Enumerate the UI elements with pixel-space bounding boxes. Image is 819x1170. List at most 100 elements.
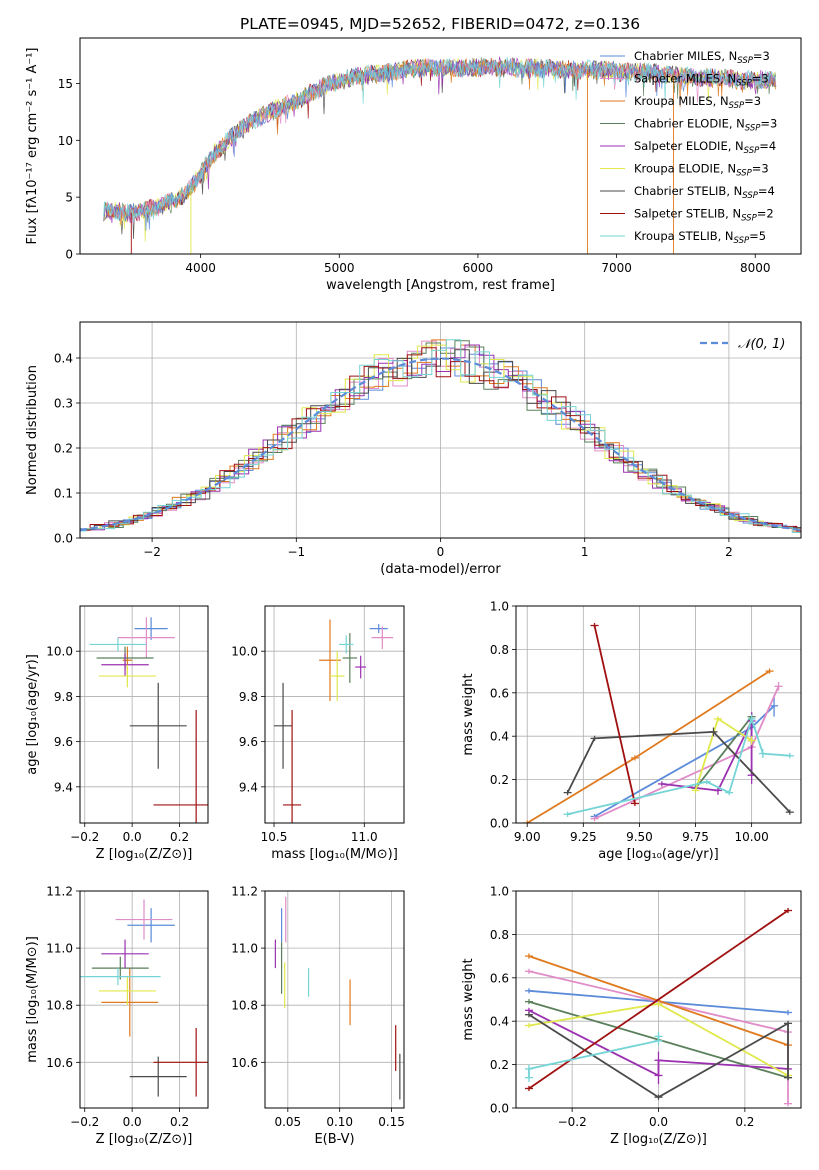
axes-frame <box>264 890 405 1109</box>
x-tick-label: −2 <box>143 545 161 559</box>
legend-entry: Kroupa STELIB, NSSP=5 <box>634 229 766 246</box>
y-axis-label: mass weight <box>461 673 476 755</box>
x-tick-label: 9.25 <box>570 830 597 844</box>
x-tick-label: 0.0 <box>123 1115 142 1129</box>
y-tick-label: 15 <box>58 77 73 91</box>
panel-mass-vs-ebv: 0.05 0.10 0.15 10.6 10.8 11.0 11.2 E(B-V) <box>231 885 405 1148</box>
legend-subscript: SSP <box>736 79 752 89</box>
x-tick-label: 8000 <box>740 261 771 275</box>
legend-suffix: =3 <box>744 94 761 108</box>
x-tick-label: 0 <box>437 545 445 559</box>
axes-frame <box>515 890 802 1109</box>
legend-entry: Kroupa ELODIE, NSSP=3 <box>634 162 769 179</box>
y-tick-label: 0.4 <box>490 1015 509 1029</box>
y-tick-label: 10.6 <box>46 1056 73 1070</box>
legend-suffix: =4 <box>759 139 776 153</box>
legend-entry: Kroupa MILES, NSSP=3 <box>634 94 761 111</box>
weight-line <box>566 730 791 813</box>
panel-age-vs-mass: 10.5 11.0 9.4 9.6 9.8 10.0 mass [log₁₀(M/M⊙)] <box>231 605 405 862</box>
x-tick-label: 0.0 <box>123 830 142 844</box>
x-tick-label: 0.05 <box>274 1115 301 1129</box>
legend-entry: Salpeter MILES, NSSP=3 <box>634 72 769 89</box>
y-tick-label: 1.0 <box>490 600 509 614</box>
x-tick-label: 0.10 <box>326 1115 353 1129</box>
y-axis-label: mass weight <box>461 958 476 1040</box>
y-tick-label: 0.2 <box>490 773 509 787</box>
x-tick-label: 0.15 <box>378 1115 405 1129</box>
axes-frame <box>79 37 802 255</box>
y-tick-label: 0.6 <box>490 971 509 985</box>
legend-entry: Salpeter ELODIE, NSSP=4 <box>634 139 776 156</box>
plot-area-weight-vs-age <box>516 606 801 823</box>
y-tick-label: 11.0 <box>46 942 73 956</box>
legend-subscript: SSP <box>745 124 761 134</box>
x-tick-label: −0.2 <box>558 1115 587 1129</box>
x-tick-label: 0.2 <box>170 1115 189 1129</box>
y-tick-label: 0.1 <box>54 487 73 501</box>
y-tick-label: 10.6 <box>231 1056 258 1070</box>
legend-entry: Chabrier MILES, NSSP=3 <box>634 49 770 66</box>
y-axis-label: Flux [fλ10⁻¹⁷ erg cm⁻² s⁻¹ A⁻¹] <box>25 48 40 245</box>
x-tick-label: 7000 <box>601 261 632 275</box>
y-tick-label: 10.0 <box>46 645 73 659</box>
normal-curve <box>80 357 801 532</box>
x-tick-label: −1 <box>287 545 305 559</box>
x-tick-label: 0.0 <box>649 1115 668 1129</box>
y-tick-label: 0.6 <box>490 686 509 700</box>
y-tick-label: 10.0 <box>231 645 258 659</box>
y-tick-label: 11.2 <box>46 885 73 899</box>
y-tick-label: 0.4 <box>54 352 73 366</box>
y-tick-label: 9.4 <box>239 780 258 794</box>
plot-area-mass-vs-Z <box>80 891 208 1108</box>
legend-suffix: =3 <box>752 162 769 176</box>
legend-suffix: =2 <box>757 207 774 221</box>
legend-suffix: =4 <box>758 184 775 198</box>
weight-line <box>593 625 636 804</box>
y-tick-label: 11.0 <box>231 942 258 956</box>
x-axis-label: mass [log₁₀(M/M⊙)] <box>271 847 398 862</box>
legend-subscript: SSP <box>729 101 745 111</box>
axes-frame <box>515 605 802 824</box>
legend-subscript: SSP <box>741 214 757 224</box>
panel-weight-vs-Z: −0.2 0.0 0.2 0.0 0.2 0.4 0.6 0.8 1.0 Z [log₁₀(Z/Z… <box>461 885 802 1147</box>
y-tick-label: 1.0 <box>490 885 509 899</box>
x-tick-label: 11.0 <box>351 830 378 844</box>
axes-frame <box>79 321 802 539</box>
plot-area-residuals <box>80 322 801 538</box>
weight-line <box>567 715 790 816</box>
x-axis-label: Z [log₁₀(Z/Z⊙)] <box>96 1132 193 1147</box>
legend-entry: Chabrier STELIB, NSSP=4 <box>634 184 775 201</box>
panel-weight-vs-age: 9.00 9.25 9.50 9.75 10.00 0.0 0.2 0.4 0.6 0.8 1.0 a… <box>461 600 802 862</box>
y-tick-label: 9.4 <box>54 780 73 794</box>
y-tick-label: 9.6 <box>239 735 258 749</box>
legend-text: Kroupa STELIB, N <box>634 229 734 243</box>
plot-area-mass-vs-ebv <box>265 891 404 1108</box>
x-tick-label: 6000 <box>463 261 494 275</box>
page-title: PLATE=0945, MJD=52652, FIBERID=0472, z=0… <box>240 15 640 33</box>
x-tick-label: 10.00 <box>734 830 768 844</box>
legend-subscript: SSP <box>744 146 760 156</box>
legend-text: Salpeter MILES, N <box>634 72 736 86</box>
weight-line <box>528 1013 789 1099</box>
y-tick-label: 0 <box>65 248 73 262</box>
y-tick-label: 0.8 <box>490 643 509 657</box>
legend-subscript: SSP <box>737 56 753 66</box>
x-axis-label: E(B-V) <box>314 1132 354 1147</box>
y-tick-label: 0.0 <box>54 532 73 546</box>
y-tick-label: 11.2 <box>231 885 258 899</box>
y-tick-label: 10 <box>58 134 73 148</box>
y-axis-label: mass [log₁₀(M/M⊙)] <box>25 936 40 1063</box>
y-tick-label: 9.8 <box>239 690 258 704</box>
panel-spectrum: 4000 5000 6000 7000 8000 0 5 10 15 wavelength [An… <box>25 37 802 293</box>
plot-area-age-vs-mass <box>265 606 404 823</box>
x-tick-label: 5000 <box>324 261 355 275</box>
x-axis-label: (data-model)/error <box>380 562 501 577</box>
weight-line <box>526 670 771 823</box>
x-axis-label: age [log₁₀(age/yr)] <box>598 847 719 862</box>
legend-subscript: SSP <box>742 191 758 201</box>
legend-entry: 𝒩(0, 1) <box>738 337 785 352</box>
y-tick-label: 0.0 <box>490 1102 509 1116</box>
y-axis-label: age [log₁₀(age/yr)] <box>25 654 40 775</box>
plot-area-weight-vs-Z <box>516 891 801 1108</box>
y-tick-label: 0.8 <box>490 928 509 942</box>
